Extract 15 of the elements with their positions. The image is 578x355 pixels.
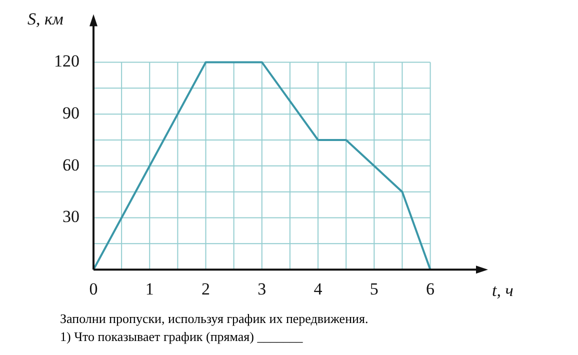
- x-tick-label: 0: [89, 279, 98, 298]
- x-tick-label: 2: [202, 279, 210, 298]
- y-tick-label: 30: [62, 207, 80, 226]
- y-tick-label: 120: [54, 52, 80, 71]
- text: Заполни пропуски, используя график их передвижения.: [60, 310, 370, 328]
- x-tick-label: 5: [370, 279, 378, 298]
- x-axis-title: t, ч: [492, 281, 514, 300]
- x-tick-label: 1: [145, 279, 154, 298]
- x-tick-label: 6: [426, 279, 435, 298]
- text: 1) Что показывает график (прямая) _______: [60, 328, 304, 346]
- y-tick-label: 60: [62, 155, 80, 174]
- x-tick-label: 3: [258, 279, 266, 298]
- y-axis-title: S, км: [28, 10, 64, 29]
- y-tick-label: 90: [62, 104, 80, 123]
- x-tick-label: 4: [314, 279, 323, 298]
